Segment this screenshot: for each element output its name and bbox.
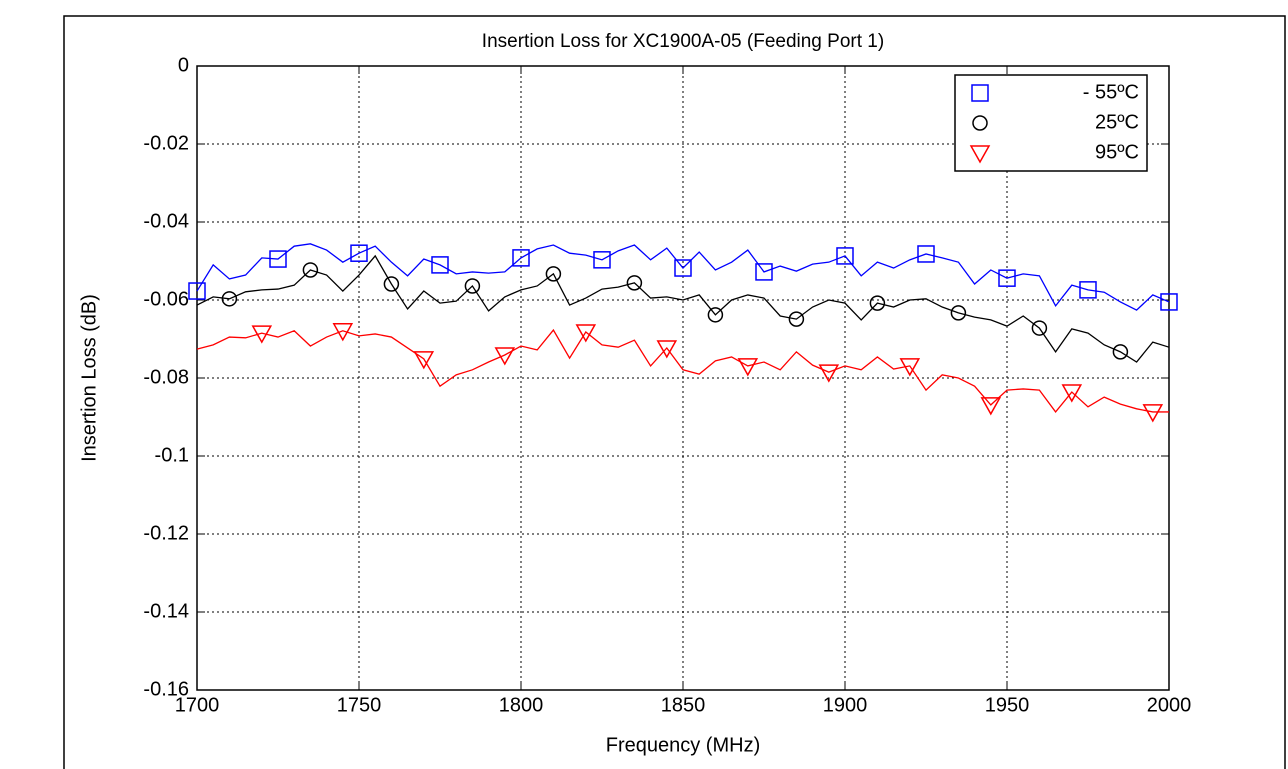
y-axis-label: Insertion Loss (dB) <box>78 294 100 462</box>
marker <box>1061 384 1083 403</box>
marker <box>1031 320 1048 336</box>
marker <box>980 397 1002 416</box>
x-tick-label: 1700 <box>175 694 220 716</box>
frame <box>63 15 1286 769</box>
marker <box>464 278 481 294</box>
marker <box>869 295 886 311</box>
legend-label: - 55ºC <box>1083 81 1139 103</box>
y-tick-label: -0.06 <box>143 288 189 310</box>
x-tick-label: 1950 <box>985 694 1030 716</box>
marker <box>737 358 759 377</box>
y-tick-label: -0.12 <box>143 522 189 544</box>
marker <box>545 266 562 282</box>
marker <box>1079 281 1097 299</box>
legend-marker <box>969 145 991 164</box>
x-tick-label: 1850 <box>661 694 706 716</box>
legend-marker <box>972 115 988 131</box>
y-tick-label: -0.1 <box>155 444 189 466</box>
marker <box>626 275 643 291</box>
marker <box>656 340 678 359</box>
marker <box>575 324 597 343</box>
y-tick-label: 0 <box>178 54 189 76</box>
marker <box>674 259 692 277</box>
x-tick-label: 2000 <box>1147 694 1192 716</box>
x-tick-label: 1900 <box>823 694 868 716</box>
y-tick-label: -0.14 <box>143 600 189 622</box>
marker <box>383 276 400 292</box>
marker <box>899 358 921 377</box>
marker <box>431 256 449 274</box>
marker <box>269 250 287 268</box>
marker <box>707 307 724 323</box>
marker <box>332 323 354 342</box>
x-tick-label: 1800 <box>499 694 544 716</box>
series-line <box>196 328 1169 413</box>
marker <box>788 311 805 327</box>
marker <box>494 347 516 366</box>
series-line <box>196 254 1170 363</box>
marker <box>221 291 238 307</box>
plot-border <box>196 65 1170 691</box>
legend-label: 95ºC <box>1095 141 1139 163</box>
marker <box>998 269 1016 287</box>
y-tick-label: -0.04 <box>143 210 189 232</box>
marker <box>755 263 773 281</box>
marker <box>593 251 611 269</box>
marker <box>251 325 273 344</box>
marker <box>818 364 840 383</box>
marker <box>1160 293 1178 311</box>
marker <box>950 305 967 321</box>
marker <box>836 247 854 265</box>
y-tick-label: -0.02 <box>143 132 189 154</box>
marker <box>917 245 935 263</box>
x-axis-label: Frequency (MHz) <box>606 734 760 756</box>
legend-label: 25ºC <box>1095 111 1139 133</box>
marker <box>350 244 368 262</box>
marker <box>413 351 435 370</box>
marker <box>188 282 206 300</box>
marker <box>512 249 530 267</box>
y-tick-label: -0.16 <box>143 678 189 700</box>
marker <box>1142 404 1164 423</box>
series-line <box>196 243 1170 311</box>
chart-title: Insertion Loss for XC1900A-05 (Feeding P… <box>482 31 884 52</box>
marker <box>302 262 319 278</box>
marker <box>1112 344 1129 360</box>
x-tick-label: 1750 <box>337 694 382 716</box>
legend-marker <box>971 84 989 102</box>
y-tick-label: -0.08 <box>143 366 189 388</box>
